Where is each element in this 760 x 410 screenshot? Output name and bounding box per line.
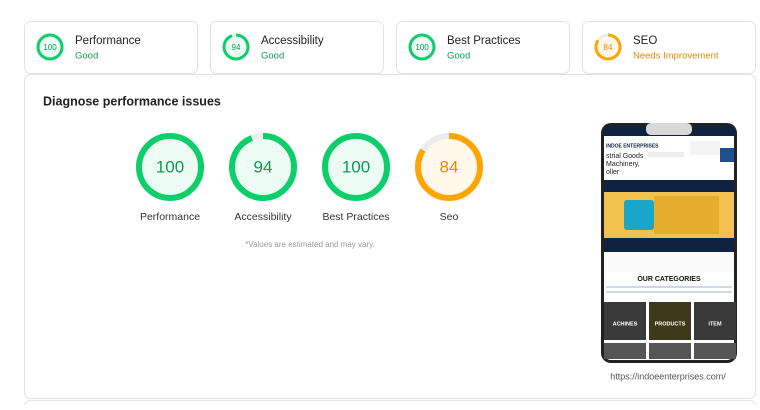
note: *Values are estimated and may vary. — [245, 240, 375, 249]
gauge-label: Seo — [440, 211, 459, 223]
preview-headline: strial Goods — [606, 153, 644, 160]
preview-tile — [604, 302, 646, 340]
gauge-score: 100 — [156, 157, 184, 176]
gauge-score: 94 — [232, 43, 241, 52]
preview-tile-label: ACHINES — [613, 321, 638, 327]
preview-block — [648, 152, 684, 157]
card-status: Good — [261, 51, 284, 62]
gauge-arc — [222, 33, 250, 61]
gauge-arc — [594, 33, 622, 61]
gauge-score: 100 — [415, 43, 429, 52]
phone-preview: INDOE ENTERPRISES strial GoodsMachinery,o… — [601, 123, 737, 363]
preview-headline: Machinery, — [606, 161, 640, 168]
gauge-score: 100 — [43, 43, 57, 52]
panel-title: Diagnose performance issues — [43, 94, 221, 108]
gauge-label: Accessibility — [234, 211, 292, 223]
gauge-arc — [36, 33, 64, 61]
gauge-arc — [408, 33, 436, 61]
gauge-label: Best Practices — [322, 211, 389, 223]
gauge-score: 84 — [604, 43, 613, 52]
card-status: Good — [447, 51, 470, 62]
preview-block — [604, 252, 734, 272]
panel — [24, 74, 756, 399]
gauge-label: Performance — [140, 211, 200, 223]
card-label: Performance — [75, 35, 141, 47]
summary-card[interactable] — [24, 21, 198, 74]
preview-banner-art — [624, 200, 654, 230]
preview-block — [654, 196, 719, 234]
summary-card[interactable] — [210, 21, 384, 74]
card-label: Best Practices — [447, 35, 521, 47]
next-panel — [24, 400, 756, 410]
gauge-score: 100 — [342, 157, 370, 176]
phone-notch — [646, 123, 692, 135]
gauge-score: 94 — [254, 157, 273, 176]
preview-tile — [604, 343, 646, 359]
card-status: Good — [75, 51, 98, 62]
preview-tile — [649, 343, 691, 359]
summary-card[interactable] — [582, 21, 756, 74]
preview-tile — [694, 343, 736, 359]
preview-tile-label: PRODUCTS — [655, 321, 686, 327]
preview-tile-label: ITEM — [708, 321, 722, 327]
preview-block — [720, 148, 734, 162]
gauge-arc — [136, 133, 204, 201]
preview-section: OUR CATEGORIES — [637, 276, 701, 283]
summary-card[interactable] — [396, 21, 570, 74]
preview-block — [690, 141, 720, 155]
card-label: Accessibility — [261, 35, 324, 47]
gauge-score: 84 — [440, 157, 459, 176]
preview-url[interactable]: https://indoeenterprises.com/ — [610, 371, 726, 381]
preview-tile — [694, 302, 736, 340]
gauge-arc — [415, 133, 483, 201]
gauge-arc — [229, 133, 297, 201]
preview-strip — [604, 238, 734, 252]
card-label: SEO — [633, 35, 657, 47]
preview-brand: INDOE ENTERPRISES — [606, 143, 659, 149]
preview-tile — [649, 302, 691, 340]
card-status: Needs Improvement — [633, 51, 719, 62]
preview-block — [606, 286, 732, 288]
preview-headline: oller — [606, 169, 620, 176]
gauge-arc — [322, 133, 390, 201]
preview-block — [606, 291, 732, 293]
preview-nav — [604, 180, 734, 192]
